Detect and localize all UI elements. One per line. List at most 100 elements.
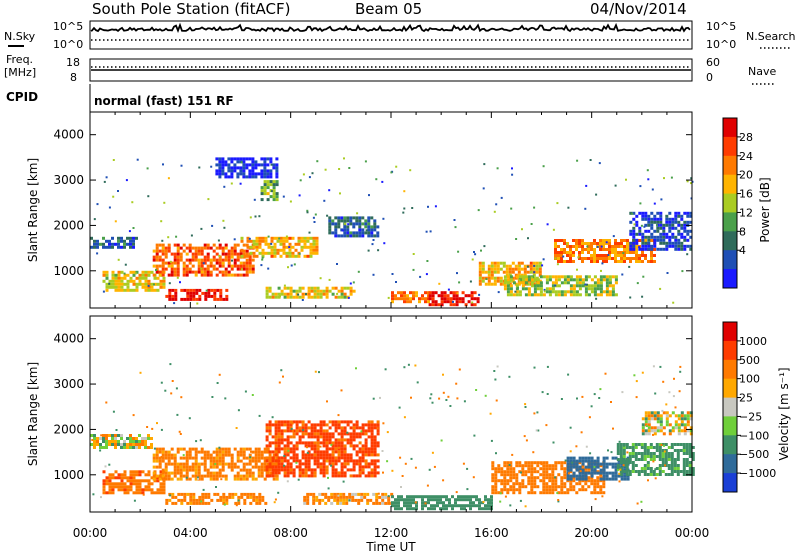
scatter-cell xyxy=(349,435,353,439)
scatter-cell xyxy=(436,498,439,502)
scatter-cell xyxy=(566,254,569,257)
scatter-cell xyxy=(622,455,626,458)
scatter-cell xyxy=(174,291,178,295)
freq-tick-8: 8 xyxy=(70,71,77,84)
scatter-cell xyxy=(277,438,281,442)
scatter-cell xyxy=(164,456,168,460)
scatter-cell xyxy=(653,414,657,418)
scatter-cell xyxy=(689,229,693,233)
scatter-cell xyxy=(584,456,588,460)
scatter-cell xyxy=(316,292,320,296)
scatter-cell xyxy=(424,495,427,499)
scatter-cell xyxy=(623,248,626,251)
scatter-cell xyxy=(167,477,171,481)
scatter-cell xyxy=(334,441,338,445)
scatter-speck xyxy=(156,422,158,425)
scatter-speck xyxy=(480,249,482,252)
scatter-cell xyxy=(661,458,665,461)
scatter-speck xyxy=(442,391,445,394)
scatter-cell xyxy=(319,456,323,460)
scatter-cell xyxy=(487,267,491,271)
colorbar-swatch xyxy=(723,231,737,251)
scatter-cell xyxy=(376,234,380,238)
scatter-cell xyxy=(391,501,394,505)
scatter-cell xyxy=(310,289,314,293)
scatter-speck xyxy=(554,284,557,287)
scatter-cell xyxy=(243,254,247,258)
scatter-cell xyxy=(539,275,543,279)
scatter-cell xyxy=(209,264,213,268)
scatter-cell xyxy=(239,474,243,478)
scatter-speck xyxy=(642,275,645,278)
scatter-cell xyxy=(138,446,141,449)
scatter-cell xyxy=(325,292,329,296)
scatter-cell xyxy=(614,242,617,245)
scatter-cell xyxy=(257,468,261,472)
scatter-speck xyxy=(196,302,199,305)
scatter-cell xyxy=(102,482,106,486)
scatter-cell xyxy=(197,252,201,256)
scatter-cell xyxy=(240,492,244,496)
scatter-cell xyxy=(309,248,313,252)
scatter-cell xyxy=(348,492,352,496)
scatter-cell xyxy=(403,294,406,298)
scatter-cell xyxy=(242,169,246,173)
scatter-cell xyxy=(310,286,314,290)
scatter-cell xyxy=(361,471,365,475)
scatter-cell xyxy=(221,169,225,173)
scatter-speck xyxy=(182,454,185,457)
scatter-cell xyxy=(153,288,157,292)
scatter-cell xyxy=(665,214,669,218)
scatter-cell xyxy=(177,498,181,502)
scatter-cell xyxy=(267,245,271,249)
scatter-cell xyxy=(212,474,216,478)
scatter-cell xyxy=(536,293,540,297)
scatter-cell xyxy=(481,264,485,268)
scatter-cell xyxy=(105,288,109,292)
scatter-cell xyxy=(176,273,180,277)
scatter-cell xyxy=(448,504,451,508)
scatter-cell xyxy=(272,477,276,481)
scatter-cell xyxy=(509,479,513,483)
scatter-cell xyxy=(689,214,693,218)
scatter-cell xyxy=(245,157,249,161)
scatter-cell xyxy=(102,434,105,437)
scatter-cell xyxy=(337,420,341,424)
scatter-cell xyxy=(331,450,335,454)
scatter-cell xyxy=(272,192,276,196)
scatter-cell xyxy=(342,501,346,505)
scatter-cell xyxy=(616,452,620,455)
scatter-cell xyxy=(668,238,672,242)
scatter-cell xyxy=(114,285,118,289)
scatter-cell xyxy=(179,447,183,451)
scatter-cell xyxy=(394,504,397,508)
scatter-cell xyxy=(144,279,148,283)
scatter-cell xyxy=(343,234,347,238)
scatter-cell xyxy=(521,467,525,471)
scatter-speck xyxy=(342,480,345,483)
scatter-cell xyxy=(427,495,430,499)
scatter-speck xyxy=(180,164,183,167)
scatter-cell xyxy=(162,479,166,483)
scatter-cell xyxy=(295,444,299,448)
scatter-cell xyxy=(197,450,201,454)
scatter-cell xyxy=(274,447,278,451)
scatter-cell xyxy=(158,450,162,454)
scatter-cell xyxy=(340,216,344,220)
scatter-cell xyxy=(260,163,264,167)
scatter-cell xyxy=(647,217,651,221)
scatter-cell xyxy=(285,239,289,243)
scatter-cell xyxy=(254,459,258,463)
scatter-cell xyxy=(261,498,265,502)
scatter-cell xyxy=(545,278,549,282)
scatter-speck xyxy=(499,492,502,495)
scatter-cell xyxy=(331,459,335,463)
scatter-cell xyxy=(521,479,525,483)
scatter-cell xyxy=(658,446,662,449)
scatter-cell xyxy=(147,473,151,477)
scatter-cell xyxy=(325,468,329,472)
scatter-cell xyxy=(448,501,451,505)
scatter-cell xyxy=(240,495,244,499)
scatter-cell xyxy=(415,504,418,508)
scatter-cell xyxy=(677,211,681,215)
